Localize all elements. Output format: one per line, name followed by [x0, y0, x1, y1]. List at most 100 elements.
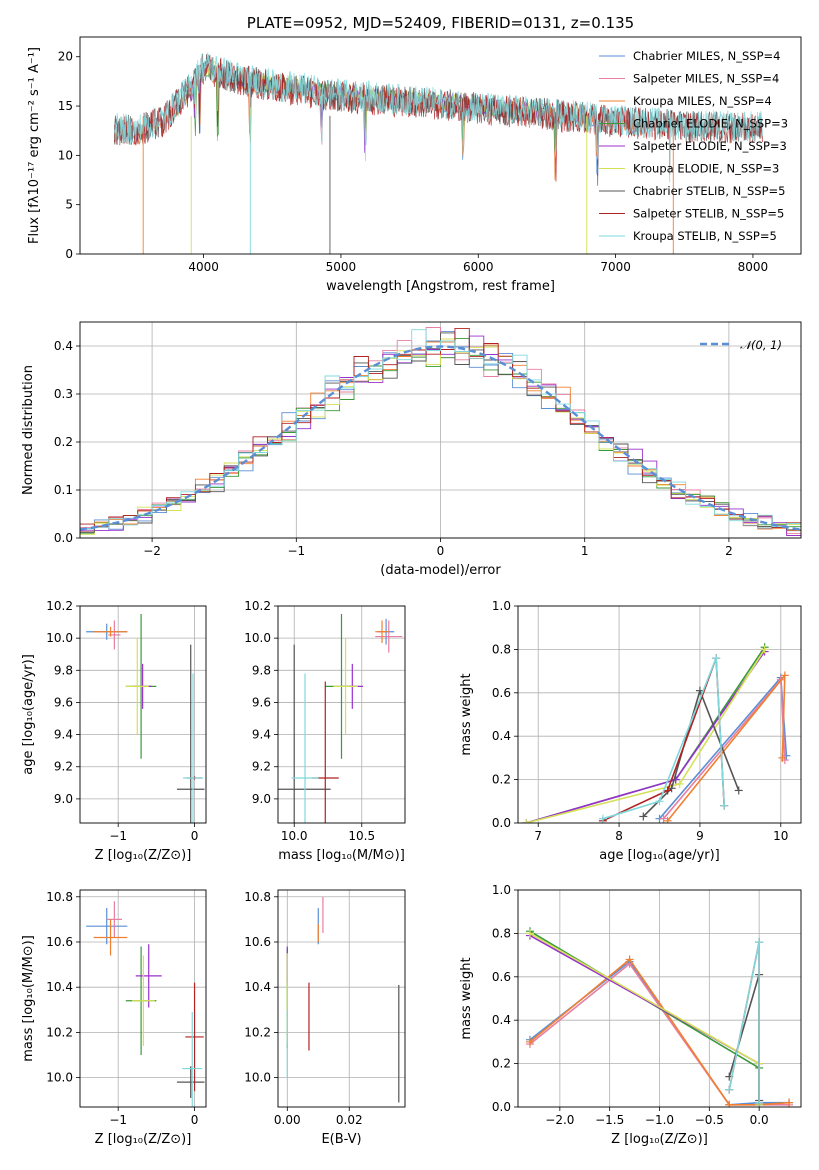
legend-entry: Salpeter STELIB, N_SSP=5 [633, 207, 784, 221]
x-axis-label: (data-model)/error [380, 563, 501, 578]
plot-area [525, 927, 794, 1107]
x-tick-label: −1 [109, 1113, 127, 1127]
y-tick-label: 0.8 [492, 926, 511, 940]
y-tick-label: 10.0 [244, 631, 271, 645]
plot-area [113, 52, 763, 254]
data-point [135, 944, 162, 1008]
plus-marker [663, 786, 672, 795]
y-tick-label: 15 [58, 99, 73, 113]
axes-frame [79, 36, 802, 255]
x-tick-label: −2 [143, 544, 161, 558]
data-point [278, 644, 331, 823]
spectrum-line [113, 54, 763, 182]
y-tick-label: 10.0 [46, 1071, 73, 1085]
weight-line [728, 941, 760, 1103]
panel-mass-vs-EBV: 0.00 0.02 10.0 10.2 10.4 10.6 10.8 E(B-V) [244, 889, 406, 1147]
x-tick-label: 7000 [600, 260, 631, 274]
y-tick-label: 0.1 [54, 483, 73, 497]
y-tick-label: 10.8 [244, 890, 271, 904]
y-tick-label: 10.4 [244, 980, 271, 994]
histogram-step [80, 327, 801, 528]
plot-area [86, 614, 205, 823]
x-tick-label: −1.5 [595, 1113, 624, 1127]
y-tick-label: 0.2 [492, 773, 511, 787]
weight-line [525, 646, 766, 823]
legend-entry: Chabrier STELIB, N_SSP=5 [633, 184, 785, 198]
y-tick-label: 0.6 [492, 686, 511, 700]
y-tick-label: 9.2 [54, 760, 73, 774]
y-tick-label: 10 [58, 148, 73, 162]
plus-marker [522, 819, 531, 823]
weight-line [666, 673, 786, 822]
plot-area [522, 643, 791, 823]
y-tick-label: 1.0 [492, 883, 511, 897]
x-axis-label: Z [log₁₀(Z/Z⊙)] [95, 848, 192, 863]
plus-marker [785, 1098, 794, 1107]
x-axis-label: E(B-V) [321, 1132, 361, 1147]
x-tick-label: −0.5 [695, 1113, 724, 1127]
y-tick-label: 9.0 [54, 792, 73, 806]
plus-marker [755, 1098, 764, 1107]
plus-marker [712, 654, 721, 663]
x-tick-label: 1 [581, 544, 589, 558]
x-tick-label: −2.0 [545, 1113, 574, 1127]
y-axis-label: age [log₁₀(age/yr)] [21, 654, 36, 775]
y-tick-label: 9.6 [252, 695, 271, 709]
y-tick-label: 10.6 [46, 935, 73, 949]
y-tick-label: 9.4 [54, 728, 73, 742]
plus-marker [780, 671, 789, 680]
plus-marker [720, 801, 729, 810]
x-tick-label: 0 [191, 1113, 199, 1127]
panel-spectrum: 4000 5000 6000 7000 8000 0 5 10 15 20 wavelength [… [27, 14, 802, 294]
panel-age-vs-mass: 10.0 10.5 9.0 9.2 9.4 9.6 9.8 10.0 10.2 mass [log… [244, 599, 406, 863]
y-tick-label: 0.4 [492, 729, 511, 743]
data-point [185, 982, 204, 1092]
x-tick-label: 5000 [326, 260, 357, 274]
y-tick-label: 5 [65, 198, 73, 212]
axes-frame [277, 889, 406, 1108]
plus-marker [725, 1085, 734, 1094]
data-point [176, 1066, 205, 1098]
legend-entry: Salpeter MILES, N_SSP=4 [633, 72, 779, 86]
axes-frame [79, 605, 207, 824]
y-tick-label: 0.0 [54, 531, 73, 545]
y-tick-label: 10.6 [244, 935, 271, 949]
plus-marker [755, 938, 764, 947]
panel-age-vs-Z: −1 0 9.0 9.2 9.4 9.6 9.8 10.0 10.2 Z [log₁₀(Z/Z⊙)… [21, 599, 207, 863]
x-tick-label: −1 [287, 544, 305, 558]
y-tick-label: 0 [65, 247, 73, 261]
weight-line [728, 974, 760, 1101]
y-tick-label: 20 [58, 50, 73, 64]
x-tick-label: 7 [534, 829, 542, 843]
data-point [176, 644, 205, 823]
axes-frame [517, 605, 802, 824]
legend-entry: Kroupa ELODIE, N_SSP=3 [633, 162, 779, 176]
y-axis-label: mass weight [459, 957, 474, 1039]
x-tick-label: 0 [437, 544, 445, 558]
y-tick-label: 9.0 [252, 792, 271, 806]
axes-frame [79, 889, 207, 1108]
x-tick-label: 10.5 [348, 829, 375, 843]
plus-marker [659, 814, 668, 823]
spectrum-line [113, 52, 763, 183]
panel-mass-weight-vs-Z: −2.0 −1.5 −1.0 −0.5 0.0 0.0 0.2 0.4 0.6 0.8 1.0 Z [… [459, 883, 802, 1147]
y-tick-label: 10.2 [244, 599, 271, 613]
y-tick-label: 10.8 [46, 890, 73, 904]
weight-line [529, 930, 760, 1105]
panel-mass-vs-Z: −1 0 10.0 10.2 10.4 10.6 10.8 Z [log₁₀(Z/Z⊙)] ma… [21, 889, 207, 1147]
x-tick-label: 0.02 [336, 1113, 363, 1127]
data-point [375, 620, 403, 653]
x-tick-label: 0.0 [750, 1113, 769, 1127]
legend-entry: Kroupa MILES, N_SSP=4 [633, 94, 772, 108]
data-point [93, 626, 128, 637]
x-tick-label: −1.0 [645, 1113, 674, 1127]
legend-entry: Kroupa STELIB, N_SSP=5 [633, 229, 777, 243]
x-tick-label: −1 [109, 829, 127, 843]
plus-marker [625, 955, 634, 964]
x-tick-label: 0 [191, 829, 199, 843]
y-tick-label: 0.6 [492, 970, 511, 984]
x-tick-label: 8 [615, 829, 623, 843]
y-tick-label: 0.8 [492, 642, 511, 656]
y-axis-label: Flux [fλ10⁻¹⁷ erg cm⁻² s⁻¹ A⁻¹] [27, 47, 42, 244]
